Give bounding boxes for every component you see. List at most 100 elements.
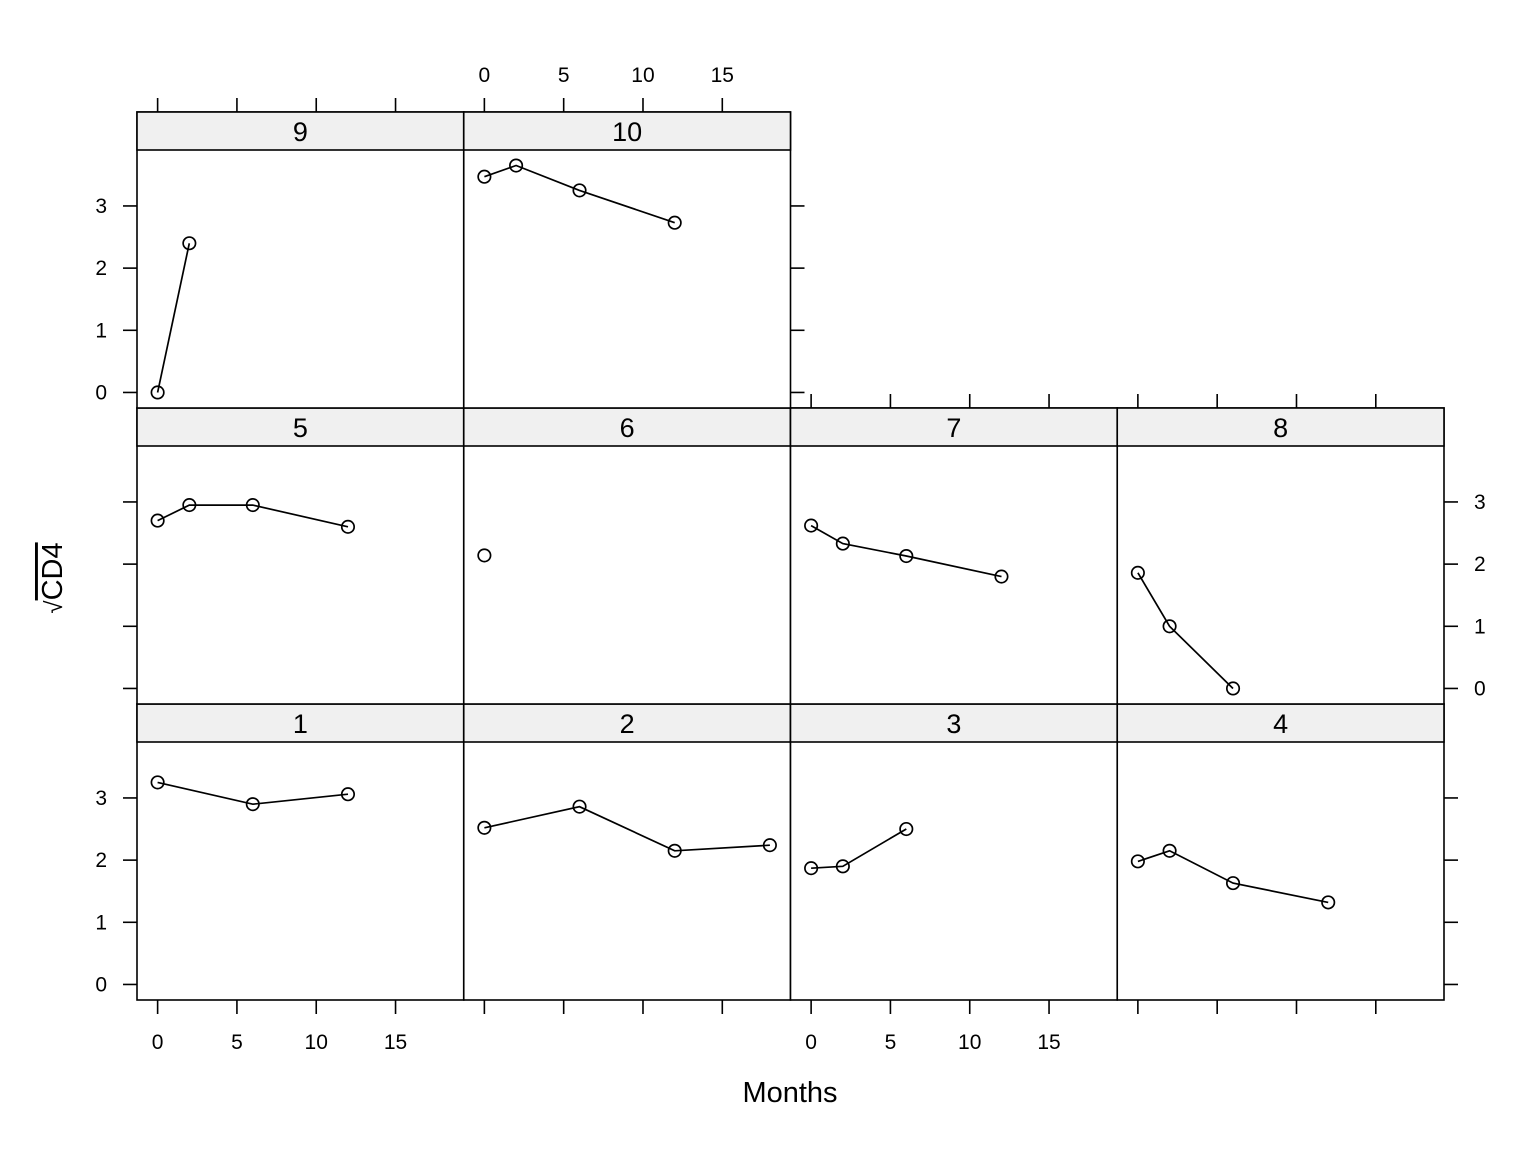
series-line-2	[484, 805, 770, 852]
y-axis-title: √CD4	[37, 542, 69, 613]
strip-6	[462, 407, 792, 447]
series-line-9	[156, 243, 191, 393]
strip-label: 10	[612, 117, 642, 147]
x-tick-label: 10	[958, 1031, 981, 1054]
panel-5	[136, 407, 465, 705]
y-tick-label: 0	[95, 973, 107, 996]
strip-8	[1116, 407, 1445, 447]
strip-2	[462, 703, 792, 743]
series-line-5	[157, 504, 349, 528]
data-point-4-3	[1321, 895, 1336, 910]
data-point-7-0	[804, 518, 819, 533]
data-point-10-0	[477, 169, 492, 184]
data-point-1-2	[340, 787, 356, 802]
series-line-8	[1137, 572, 1234, 690]
series-line-4	[1137, 849, 1329, 904]
data-point-7-3	[994, 569, 1009, 584]
panel-7	[789, 407, 1119, 705]
data-point-3-1	[835, 859, 850, 874]
data-point-3-0	[804, 861, 819, 876]
x-tick-label: 15	[384, 1031, 407, 1054]
data-point-5-2	[245, 498, 260, 513]
data-point-2-0	[477, 820, 492, 835]
strip-label: 7	[946, 413, 961, 443]
x-tick-label: 15	[1037, 1031, 1060, 1054]
series-line-10	[484, 164, 675, 224]
data-point-8-2	[1225, 681, 1241, 696]
x-tick-label: 5	[885, 1031, 897, 1054]
y-tick-label-right: 1	[1474, 615, 1486, 638]
strip-label: 6	[620, 413, 635, 443]
panel-6	[462, 407, 792, 705]
panel-3	[789, 703, 1119, 1001]
y-tick-label: 1	[95, 911, 107, 934]
data-point-10-3	[667, 215, 682, 230]
data-point-2-1	[572, 799, 587, 814]
y-tick-label: 3	[95, 787, 107, 810]
panel-2	[462, 703, 792, 1001]
strip-label: 8	[1273, 413, 1288, 443]
data-point-2-2	[667, 843, 682, 858]
y-tick-label: 1	[95, 319, 107, 342]
data-point-8-1	[1162, 619, 1177, 634]
data-point-4-0	[1130, 854, 1145, 869]
x-tick-label: 0	[805, 1031, 817, 1054]
strip-4	[1116, 703, 1445, 743]
data-point-4-1	[1162, 843, 1177, 858]
strip-label: 9	[293, 117, 308, 147]
y-tick-label: 3	[95, 195, 107, 218]
data-point-7-1	[835, 536, 850, 551]
strip-label: 1	[293, 709, 308, 739]
data-point-9-0	[150, 385, 165, 400]
data-point-3-2	[899, 821, 914, 837]
y-tick-label: 2	[95, 849, 107, 872]
data-point-10-1	[509, 158, 524, 173]
x-tick-label-top: 10	[631, 64, 654, 87]
data-point-7-2	[899, 548, 914, 564]
y-tick-label-right: 2	[1474, 553, 1486, 576]
panel-10	[462, 111, 792, 409]
data-point-5-3	[340, 519, 356, 534]
x-tick-label: 5	[231, 1031, 243, 1054]
strip-label: 3	[946, 709, 961, 739]
x-tick-label-top: 5	[558, 64, 570, 87]
data-point-6-0	[477, 548, 492, 563]
strip-1	[136, 703, 465, 743]
data-point-5-0	[150, 513, 165, 528]
panel-1	[136, 703, 465, 1001]
series-line-7	[810, 524, 1002, 578]
y-axis-title-text: CD4	[37, 542, 69, 600]
data-point-9-1	[182, 236, 197, 251]
sqrt-symbol: √	[41, 600, 68, 614]
data-point-8-0	[1130, 565, 1145, 580]
series-line-1	[157, 781, 349, 806]
strip-label: 5	[293, 413, 308, 443]
chart-layer: 1 2 3 4 5 6 7 8 9 10 0 5 10 15 0 5 10 15 0 5 10 15 0 1 2 3 0 1 2 3 0 1 2…	[95, 64, 1485, 1054]
data-point-5-1	[182, 498, 197, 513]
strip-5	[136, 407, 465, 447]
data-point-1-1	[245, 797, 260, 812]
strip-9	[136, 111, 465, 151]
data-point-1-0	[150, 775, 165, 790]
x-tick-label-top: 0	[479, 64, 491, 87]
y-tick-label-right: 3	[1474, 491, 1486, 514]
y-tick-label: 2	[95, 257, 107, 280]
strip-3	[789, 703, 1119, 743]
data-point-2-3	[762, 838, 777, 853]
x-tick-label: 10	[305, 1031, 328, 1054]
y-tick-label: 0	[95, 381, 107, 404]
panel-9	[136, 111, 465, 409]
strip-label: 4	[1273, 709, 1288, 739]
y-tick-label-right: 0	[1474, 677, 1486, 700]
strip-label: 2	[620, 709, 635, 739]
x-tick-label-top: 15	[711, 64, 734, 87]
panel-8	[1116, 407, 1445, 705]
svg-text:√CD4: √CD4	[37, 542, 69, 613]
series-line-3	[811, 828, 907, 870]
x-axis-title: Months	[742, 1077, 837, 1109]
data-point-4-2	[1225, 876, 1241, 891]
data-point-10-2	[572, 183, 587, 198]
strip-10	[462, 111, 792, 151]
x-tick-label: 0	[152, 1031, 164, 1054]
